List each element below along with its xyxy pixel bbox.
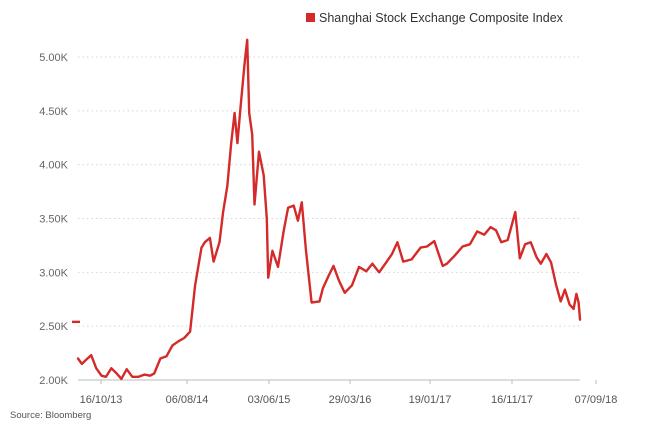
gridlines: [78, 56, 580, 327]
y-tick-label: 3.00K: [39, 267, 68, 279]
legend: Shanghai Stock Exchange Composite Index: [306, 11, 564, 25]
y-tick-label: 4.50K: [39, 106, 68, 118]
last-value-marker: [72, 320, 80, 324]
x-tick-label: 29/03/16: [329, 394, 372, 406]
y-tick-label: 3.50K: [39, 214, 68, 226]
x-tick-label: 16/11/17: [491, 394, 533, 406]
x-tick-label: 06/08/14: [166, 394, 209, 406]
x-tick-label: 03/06/15: [248, 394, 291, 406]
legend-label: Shanghai Stock Exchange Composite Index: [319, 11, 564, 25]
x-tick-label: 16/10/13: [80, 394, 123, 406]
y-axis-ticks: 2.00K 2.50K 3.00K 3.50K 4.00K 4.50K 5.00K: [39, 52, 68, 387]
source-note: Source: Bloomberg: [10, 410, 91, 421]
y-tick-label: 4.00K: [39, 160, 68, 172]
x-tick-label: 19/01/17: [409, 394, 452, 406]
y-tick-label: 5.00K: [39, 52, 68, 64]
series-line-shanghai-composite: [76, 38, 582, 381]
legend-swatch: [306, 13, 315, 22]
x-tick-label: 07/09/18: [575, 394, 618, 406]
y-tick-label: 2.50K: [39, 321, 68, 333]
y-tick-label: 2.00K: [39, 375, 68, 387]
x-axis-ticks: 16/10/13 06/08/14 03/06/15 29/03/16 19/01/17…: [80, 380, 618, 406]
